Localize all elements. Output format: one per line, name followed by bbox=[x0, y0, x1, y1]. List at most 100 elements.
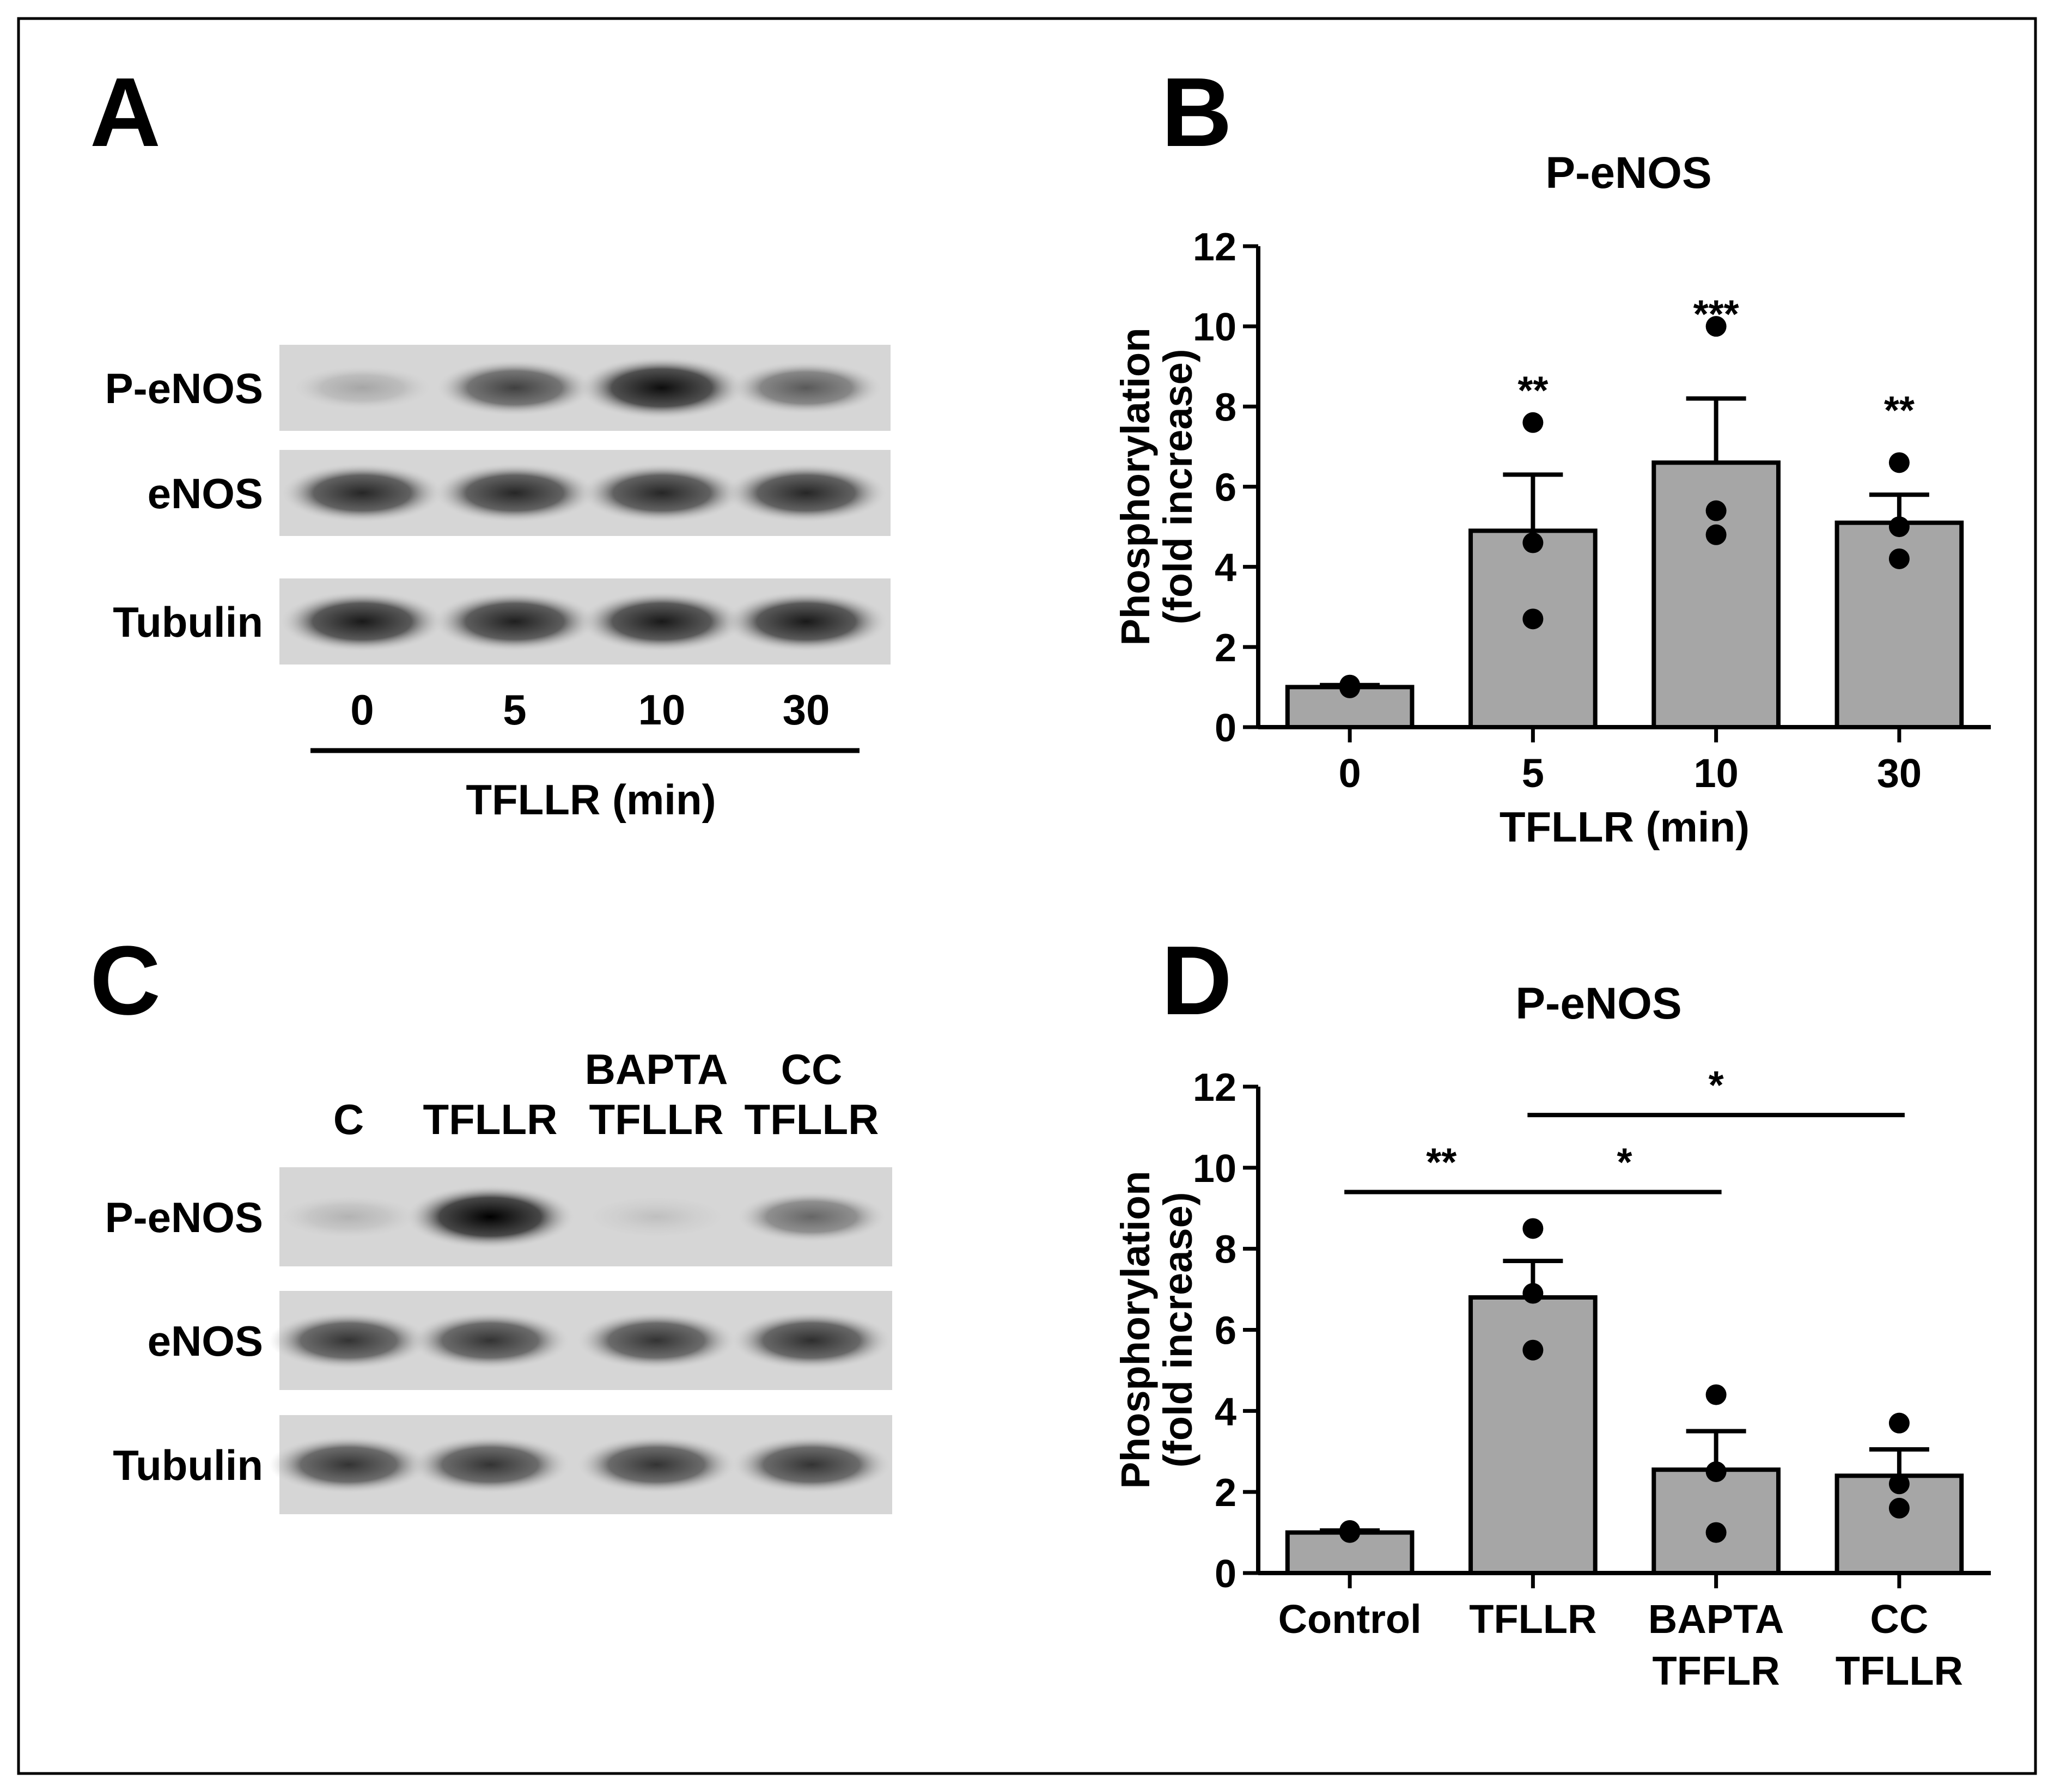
panel-letter-b: B bbox=[1161, 58, 1232, 167]
western-blot-a: P-eNOS eNOS Tubulin 0 5 10 30 TFLLR (min) bbox=[105, 345, 891, 824]
y-tick-label: 12 bbox=[1193, 1066, 1236, 1110]
x-tick-label: BAPTA bbox=[1648, 1596, 1784, 1642]
data-point bbox=[1522, 412, 1544, 433]
significance-label: *** bbox=[1693, 293, 1739, 337]
data-point bbox=[1705, 1522, 1727, 1543]
significance-label: ** bbox=[1426, 1141, 1456, 1184]
blot-band bbox=[732, 1311, 892, 1370]
blot-band bbox=[281, 1196, 416, 1238]
blot-band bbox=[737, 1191, 886, 1242]
data-point bbox=[1888, 1473, 1910, 1495]
data-point bbox=[1705, 1384, 1727, 1405]
blot-row-label: P-eNOS bbox=[105, 1193, 263, 1241]
blot-band bbox=[281, 463, 443, 523]
blot-band bbox=[580, 591, 744, 652]
chart-title: P-eNOS bbox=[1515, 979, 1681, 1028]
panel-letter-a: A bbox=[90, 58, 161, 167]
blot-band bbox=[280, 591, 444, 652]
blot-band bbox=[577, 1312, 736, 1369]
blot-row-label: eNOS bbox=[148, 1317, 263, 1365]
blot-lane-label: 5 bbox=[503, 686, 526, 734]
blot-row-label: Tubulin bbox=[113, 1441, 263, 1489]
significance-label: * bbox=[1709, 1064, 1724, 1107]
blot-band bbox=[732, 1436, 891, 1494]
chart-title: P-eNOS bbox=[1545, 148, 1711, 198]
blot-lane-label: TFLLR bbox=[745, 1095, 879, 1143]
y-tick-label: 8 bbox=[1215, 1228, 1236, 1272]
data-point bbox=[1522, 1339, 1544, 1361]
data-point bbox=[1522, 532, 1544, 553]
blot-lane-label: TFLLR bbox=[423, 1095, 558, 1143]
bar bbox=[1468, 1295, 1598, 1575]
significance-label: ** bbox=[1884, 389, 1915, 432]
blot-band bbox=[581, 463, 743, 523]
data-point bbox=[1888, 548, 1910, 569]
blot-lane-label: BAPTA bbox=[585, 1045, 728, 1093]
bar-chart-b: P-eNOS 0 2 4 6 8 10 12 Phosphorylation(fold incr… bbox=[1113, 148, 1991, 851]
x-tick-label: 0 bbox=[1339, 751, 1361, 796]
x-tick-label: Control bbox=[1278, 1596, 1422, 1642]
blot-band bbox=[269, 1436, 428, 1494]
blot-band bbox=[590, 1197, 723, 1237]
data-point bbox=[1705, 316, 1727, 337]
y-tick-label: 2 bbox=[1215, 1471, 1236, 1515]
data-point bbox=[1888, 452, 1910, 473]
blot-band bbox=[725, 463, 887, 523]
blot-lane-label: 0 bbox=[350, 686, 374, 734]
blot-band bbox=[411, 1436, 570, 1494]
blot-row-label: eNOS bbox=[148, 470, 263, 517]
data-point bbox=[1888, 516, 1910, 538]
blot-band bbox=[434, 463, 596, 523]
bar bbox=[1651, 1467, 1781, 1576]
data-point bbox=[1522, 1218, 1544, 1239]
blot-x-label: TFLLR (min) bbox=[466, 776, 716, 824]
y-tick-label: 2 bbox=[1215, 626, 1236, 670]
blot-row-label: P-eNOS bbox=[105, 364, 263, 412]
x-tick-label: TFFLR bbox=[1653, 1648, 1780, 1693]
y-tick-label: 4 bbox=[1215, 546, 1236, 590]
y-tick-label: 10 bbox=[1193, 306, 1236, 349]
y-tick-label: 4 bbox=[1215, 1390, 1236, 1434]
data-point bbox=[1705, 524, 1727, 545]
data-point bbox=[1522, 608, 1544, 630]
panel-letter-d: D bbox=[1161, 926, 1232, 1035]
x-tick-label: 5 bbox=[1522, 751, 1544, 796]
y-tick-label: 8 bbox=[1215, 386, 1236, 429]
y-tick-label: 0 bbox=[1215, 706, 1236, 750]
x-tick-label: 10 bbox=[1693, 751, 1738, 796]
data-point bbox=[1888, 1497, 1910, 1519]
x-tick-label: TFLLR bbox=[1836, 1648, 1963, 1693]
blot-band bbox=[730, 361, 882, 415]
blot-band bbox=[411, 1312, 570, 1369]
blot-lane-label: TFLLR bbox=[589, 1095, 724, 1143]
blot-band bbox=[433, 592, 596, 651]
panel-letter-c: C bbox=[90, 926, 161, 1035]
blot-band bbox=[724, 591, 888, 652]
x-tick-label: TFLLR bbox=[1469, 1596, 1596, 1642]
x-tick-label: CC bbox=[1870, 1596, 1928, 1642]
data-point bbox=[1522, 1283, 1544, 1304]
y-axis-label: Phosphorylation bbox=[1113, 328, 1158, 646]
y-axis-label: (fold increase) bbox=[1155, 1192, 1200, 1468]
y-tick-label: 6 bbox=[1215, 466, 1236, 510]
x-tick-label: 30 bbox=[1877, 751, 1922, 796]
y-tick-label: 6 bbox=[1215, 1309, 1236, 1353]
bar-chart-d: P-eNOS 0 2 4 6 8 10 12 Phosphorylation(fold incr… bbox=[1113, 979, 1991, 1693]
blot-lane-label: CC bbox=[781, 1045, 843, 1093]
significance-label: ** bbox=[1517, 369, 1548, 412]
y-axis-label: Phosphorylation bbox=[1113, 1171, 1158, 1489]
blot-band bbox=[294, 366, 431, 410]
data-point bbox=[1339, 677, 1361, 698]
data-point bbox=[1705, 500, 1727, 521]
blot-band bbox=[406, 1185, 575, 1249]
blot-lane-label: 30 bbox=[783, 686, 830, 734]
blot-lane-label: 10 bbox=[638, 686, 686, 734]
blot-band bbox=[578, 357, 745, 419]
y-tick-label: 10 bbox=[1193, 1147, 1236, 1191]
data-point bbox=[1705, 1461, 1727, 1482]
data-point bbox=[1888, 1412, 1910, 1434]
y-tick-label: 0 bbox=[1215, 1552, 1236, 1596]
y-tick-label: 12 bbox=[1193, 225, 1236, 269]
